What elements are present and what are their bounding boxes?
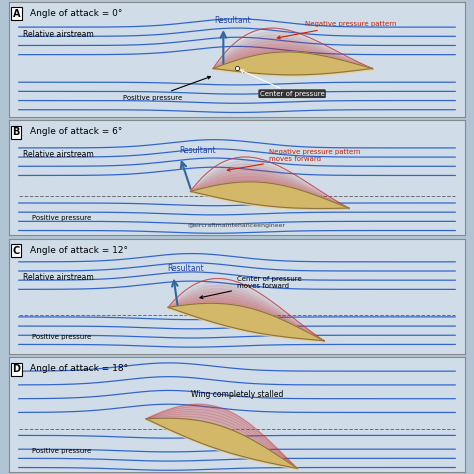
Text: Angle of attack = 0°: Angle of attack = 0°: [30, 9, 122, 18]
Text: Negative pressure pattern
moves forward: Negative pressure pattern moves forward: [228, 149, 360, 171]
Polygon shape: [146, 418, 298, 468]
Text: Negative pressure pattern: Negative pressure pattern: [277, 21, 397, 39]
Text: Resultant: Resultant: [179, 146, 216, 155]
Text: Relative airstream: Relative airstream: [23, 29, 94, 38]
Text: Positive pressure: Positive pressure: [32, 448, 91, 454]
Text: @aircraftmaintenanceengineer: @aircraftmaintenanceengineer: [188, 223, 286, 228]
Polygon shape: [213, 52, 373, 75]
Text: Positive pressure: Positive pressure: [32, 215, 91, 221]
Text: Center of pressure
moves forward: Center of pressure moves forward: [200, 276, 302, 299]
Polygon shape: [191, 182, 349, 209]
Text: Positive pressure: Positive pressure: [123, 76, 210, 100]
Text: Resultant: Resultant: [214, 16, 251, 25]
Text: A: A: [12, 9, 20, 19]
Text: Resultant: Resultant: [167, 264, 204, 273]
Text: Center of pressure: Center of pressure: [241, 70, 325, 97]
Polygon shape: [168, 303, 324, 341]
Text: Relative airstream: Relative airstream: [23, 273, 94, 283]
Text: Angle of attack = 6°: Angle of attack = 6°: [30, 128, 122, 137]
Text: Angle of attack = 18°: Angle of attack = 18°: [30, 365, 128, 374]
Text: Relative airstream: Relative airstream: [23, 150, 94, 159]
Text: Wing completely stalled: Wing completely stalled: [191, 390, 284, 399]
Text: D: D: [12, 365, 20, 374]
Text: Angle of attack = 12°: Angle of attack = 12°: [30, 246, 128, 255]
Text: C: C: [13, 246, 20, 256]
Text: B: B: [13, 128, 20, 137]
Polygon shape: [146, 404, 298, 468]
Text: Positive pressure: Positive pressure: [32, 334, 91, 340]
